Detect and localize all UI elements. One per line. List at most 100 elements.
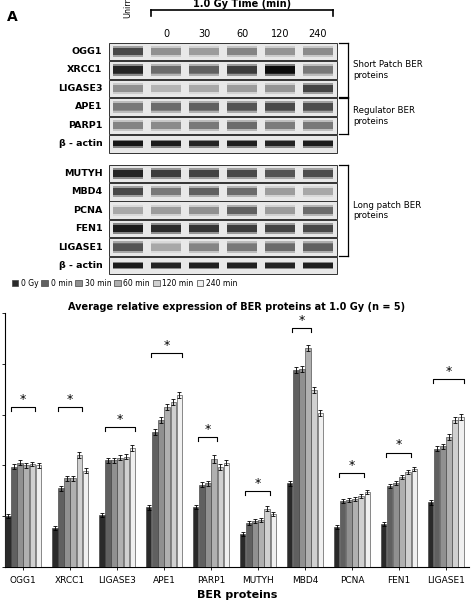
Bar [227, 186, 257, 188]
Text: Long patch BER
proteins: Long patch BER proteins [353, 201, 421, 220]
Bar [246, 523, 252, 567]
Bar [158, 420, 164, 567]
Bar [265, 146, 295, 148]
Text: 30: 30 [198, 29, 210, 39]
Bar [189, 103, 219, 110]
Bar [265, 73, 295, 76]
Bar [303, 101, 333, 103]
Bar [189, 262, 219, 264]
Bar [151, 177, 181, 179]
Bar [189, 195, 219, 198]
Bar [113, 64, 143, 66]
Text: LIGASE1: LIGASE1 [58, 243, 102, 251]
Bar [227, 195, 257, 198]
Text: *: * [67, 393, 73, 406]
Bar [113, 146, 143, 148]
Bar [303, 225, 333, 232]
Bar [227, 92, 257, 94]
Bar [151, 223, 181, 225]
Bar [189, 120, 219, 122]
Bar [113, 46, 143, 48]
Text: *: * [395, 439, 402, 451]
Bar [113, 92, 143, 94]
Bar [113, 262, 143, 264]
Bar [265, 268, 295, 270]
Bar [171, 402, 176, 567]
Bar [287, 483, 292, 567]
Bar [303, 129, 333, 131]
Bar [189, 64, 219, 66]
Bar [109, 117, 337, 134]
Bar [113, 170, 143, 177]
X-axis label: BER proteins: BER proteins [197, 590, 277, 600]
Bar [303, 110, 333, 112]
Bar [227, 232, 257, 234]
Text: Short Patch BER
proteins: Short Patch BER proteins [353, 60, 423, 80]
Bar [227, 262, 257, 264]
Bar [151, 66, 181, 74]
Bar [227, 140, 257, 142]
Bar [265, 242, 295, 243]
Bar [151, 101, 181, 103]
Bar [189, 146, 219, 148]
Bar [303, 92, 333, 94]
Bar [265, 243, 295, 251]
Bar [151, 73, 181, 76]
Bar [189, 242, 219, 243]
Bar [227, 168, 257, 170]
Bar [303, 204, 333, 207]
Bar [189, 168, 219, 170]
Bar [303, 262, 333, 264]
Bar [189, 83, 219, 85]
Bar [303, 263, 333, 268]
Bar [189, 207, 219, 214]
Bar [189, 170, 219, 177]
Bar [109, 98, 337, 116]
Bar [64, 478, 70, 567]
Bar [99, 515, 104, 567]
Bar [109, 43, 337, 60]
Bar [113, 140, 143, 142]
Bar [113, 121, 143, 129]
Bar [113, 242, 143, 243]
Bar [227, 85, 257, 92]
Bar [189, 140, 219, 142]
Bar [227, 225, 257, 232]
Bar [118, 458, 123, 567]
Bar [151, 225, 181, 232]
Bar [130, 448, 135, 567]
Bar [113, 168, 143, 170]
Bar [265, 168, 295, 170]
Bar [452, 420, 458, 567]
Bar [189, 85, 219, 92]
Bar [227, 243, 257, 251]
Bar [218, 467, 223, 567]
Bar [387, 486, 392, 567]
Bar [113, 110, 143, 112]
Bar [303, 195, 333, 198]
Bar [303, 48, 333, 55]
Bar [151, 207, 181, 214]
Bar [113, 223, 143, 225]
Bar [393, 483, 399, 567]
Bar [265, 177, 295, 179]
Bar [151, 46, 181, 48]
Bar [113, 73, 143, 76]
Bar [252, 522, 258, 567]
Text: *: * [348, 459, 355, 472]
Bar [189, 110, 219, 112]
Bar [189, 101, 219, 103]
Text: MBD4: MBD4 [71, 187, 102, 196]
Bar [381, 524, 386, 567]
Bar [303, 55, 333, 57]
Bar [265, 55, 295, 57]
Text: Regulator BER
proteins: Regulator BER proteins [353, 106, 415, 126]
Bar [303, 83, 333, 85]
Bar [151, 268, 181, 270]
Bar [303, 177, 333, 179]
Bar [303, 121, 333, 129]
Bar [151, 170, 181, 177]
Bar [105, 461, 110, 567]
Bar [303, 140, 333, 142]
Bar [227, 188, 257, 195]
